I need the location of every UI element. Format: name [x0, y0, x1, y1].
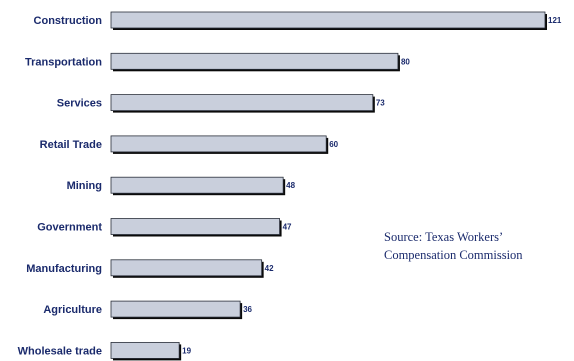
- bar-manufacturing: [110, 259, 263, 277]
- value-label-wholesale-trade: 19: [182, 346, 191, 355]
- category-label-mining: Mining: [67, 180, 102, 192]
- value-label-services: 73: [376, 99, 385, 108]
- category-label-transportation: Transportation: [25, 56, 102, 68]
- value-label-retail-trade: 60: [329, 140, 338, 149]
- source-line-1: Source: Texas Workers’: [384, 230, 504, 244]
- value-label-government: 47: [283, 223, 292, 232]
- category-label-government: Government: [37, 222, 102, 234]
- source-annotation: Source: Texas Workers’ Compensation Comm…: [384, 228, 570, 264]
- value-label-construction: 121: [548, 16, 562, 25]
- category-label-services: Services: [57, 98, 102, 110]
- category-label-manufacturing: Manufacturing: [26, 263, 102, 275]
- value-label-mining: 48: [286, 181, 295, 190]
- category-label-agriculture: Agriculture: [43, 304, 102, 316]
- value-label-agriculture: 36: [243, 305, 252, 314]
- bar-wholesale-trade: [110, 341, 180, 359]
- value-label-manufacturing: 42: [265, 264, 274, 273]
- bar-mining: [110, 176, 284, 194]
- bar-agriculture: [110, 300, 241, 318]
- bar-transportation: [110, 52, 399, 70]
- bar-retail-trade: [110, 135, 327, 153]
- source-line-2: Compensation Commission: [384, 248, 523, 262]
- bar-construction: [110, 11, 546, 29]
- category-label-retail-trade: Retail Trade: [40, 139, 102, 151]
- bar-services: [110, 94, 374, 111]
- category-label-wholesale-trade: Wholesale trade: [18, 345, 102, 357]
- bar-government: [110, 218, 280, 235]
- value-label-transportation: 80: [401, 57, 410, 66]
- category-label-construction: Construction: [34, 15, 103, 27]
